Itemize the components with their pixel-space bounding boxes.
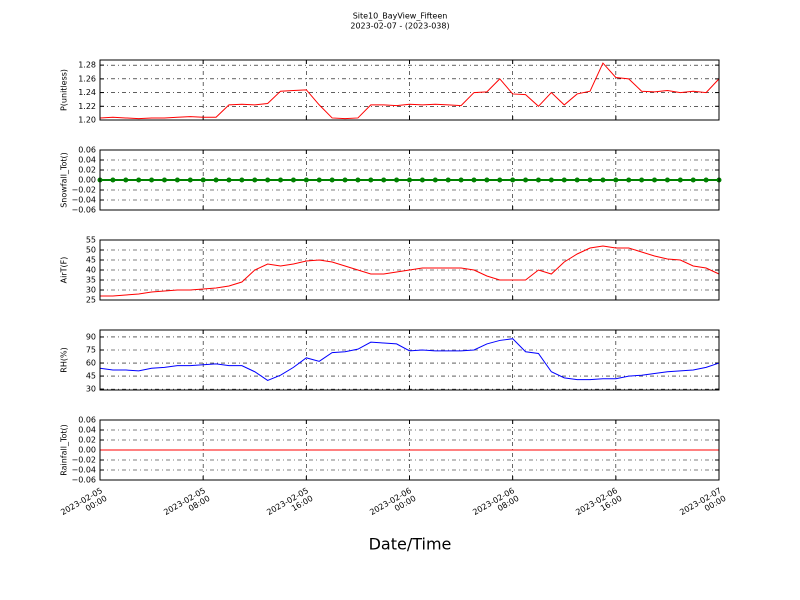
y-tick-label: 40 [86, 266, 96, 275]
y-tick-label: 35 [86, 276, 96, 285]
data-marker [290, 177, 296, 183]
y-tick-label: 0.06 [78, 146, 96, 155]
y-axis-label: RH(%) [60, 347, 69, 372]
y-tick-label: −0.02 [71, 456, 96, 465]
data-marker [703, 177, 709, 183]
data-line [100, 245, 720, 297]
data-marker [600, 177, 606, 183]
data-marker [265, 177, 271, 183]
y-axis-label: P(unitless) [60, 69, 69, 111]
data-marker [497, 177, 503, 183]
y-tick-label: 1.26 [78, 74, 96, 83]
y-tick-label: 60 [86, 359, 96, 368]
data-line [99, 338, 720, 381]
data-marker [355, 177, 361, 183]
axes-frame [99, 149, 720, 211]
y-tick-label: 1.20 [78, 116, 96, 125]
axes-frame [99, 239, 720, 301]
data-marker [110, 177, 116, 183]
data-marker [407, 177, 412, 183]
data-marker [161, 177, 167, 183]
y-tick-label: −0.06 [71, 206, 96, 215]
y-tick-label: 55 [86, 236, 96, 245]
data-marker [381, 177, 387, 183]
axes-frame [99, 419, 720, 481]
data-marker [123, 177, 129, 183]
data-marker [316, 177, 322, 183]
data-marker [278, 177, 284, 183]
y-tick-label: 1.28 [78, 61, 96, 70]
data-marker [342, 177, 348, 183]
y-tick-label: 30 [86, 385, 96, 394]
y-axis-label: AirT(F) [60, 257, 69, 284]
data-marker [690, 177, 696, 183]
x-axis-label: Date/Time [369, 535, 452, 554]
data-marker [368, 177, 374, 183]
data-marker [419, 177, 425, 183]
data-marker [510, 177, 516, 183]
axes-frame [99, 329, 720, 391]
data-marker [303, 177, 309, 183]
y-tick-label: 0.00 [78, 176, 96, 185]
data-marker [174, 177, 180, 183]
y-tick-label: −0.04 [71, 466, 96, 475]
y-axis-label: Snowfall_Tot() [60, 152, 69, 208]
data-marker [226, 177, 232, 183]
data-marker [394, 177, 400, 183]
y-tick-label: 1.22 [78, 102, 96, 111]
chart-subtitle: 2023-02-07 - (2023-038) [350, 22, 449, 31]
data-marker [200, 177, 206, 183]
data-marker [561, 177, 567, 183]
y-tick-label: 0.04 [78, 156, 96, 165]
y-tick-label: 25 [86, 296, 96, 305]
data-marker [432, 177, 438, 183]
data-marker [677, 177, 683, 183]
data-marker [613, 177, 619, 183]
y-tick-label: 1.24 [78, 88, 96, 97]
data-marker [136, 177, 142, 183]
data-marker [587, 177, 593, 183]
data-marker [548, 177, 554, 183]
data-marker [639, 177, 645, 183]
y-tick-label: 0.02 [78, 166, 96, 175]
y-tick-label: 30 [86, 286, 96, 295]
y-tick-label: 50 [86, 246, 96, 255]
data-marker [149, 177, 155, 183]
data-marker [252, 177, 258, 183]
y-tick-label: 0.00 [78, 446, 96, 455]
data-marker [535, 177, 541, 183]
y-tick-label: 45 [86, 256, 96, 265]
y-tick-label: 0.04 [78, 426, 96, 435]
y-tick-label: 45 [86, 372, 96, 381]
data-marker [626, 177, 632, 183]
y-tick-label: −0.04 [71, 196, 96, 205]
y-tick-label: 75 [86, 346, 96, 355]
y-axis-label: Rainfall_Tot() [60, 424, 69, 476]
y-tick-label: −0.06 [71, 476, 96, 485]
data-marker [523, 177, 529, 183]
data-line [99, 62, 720, 120]
data-marker [329, 177, 335, 183]
y-tick-label: 0.06 [78, 416, 96, 425]
data-marker [652, 177, 658, 183]
y-tick-label: −0.02 [71, 186, 96, 195]
data-marker [445, 177, 451, 183]
data-marker [458, 177, 464, 183]
y-tick-label: 90 [86, 332, 96, 341]
data-marker [239, 177, 245, 183]
y-tick-label: 0.02 [78, 436, 96, 445]
data-marker [187, 177, 193, 183]
chart-title: Site10_BayView_Fifteen [353, 12, 448, 21]
data-marker [471, 177, 477, 183]
data-marker [484, 177, 490, 183]
axes-frame [99, 59, 720, 121]
data-marker [213, 177, 219, 183]
data-marker [664, 177, 670, 183]
data-marker [574, 177, 580, 183]
